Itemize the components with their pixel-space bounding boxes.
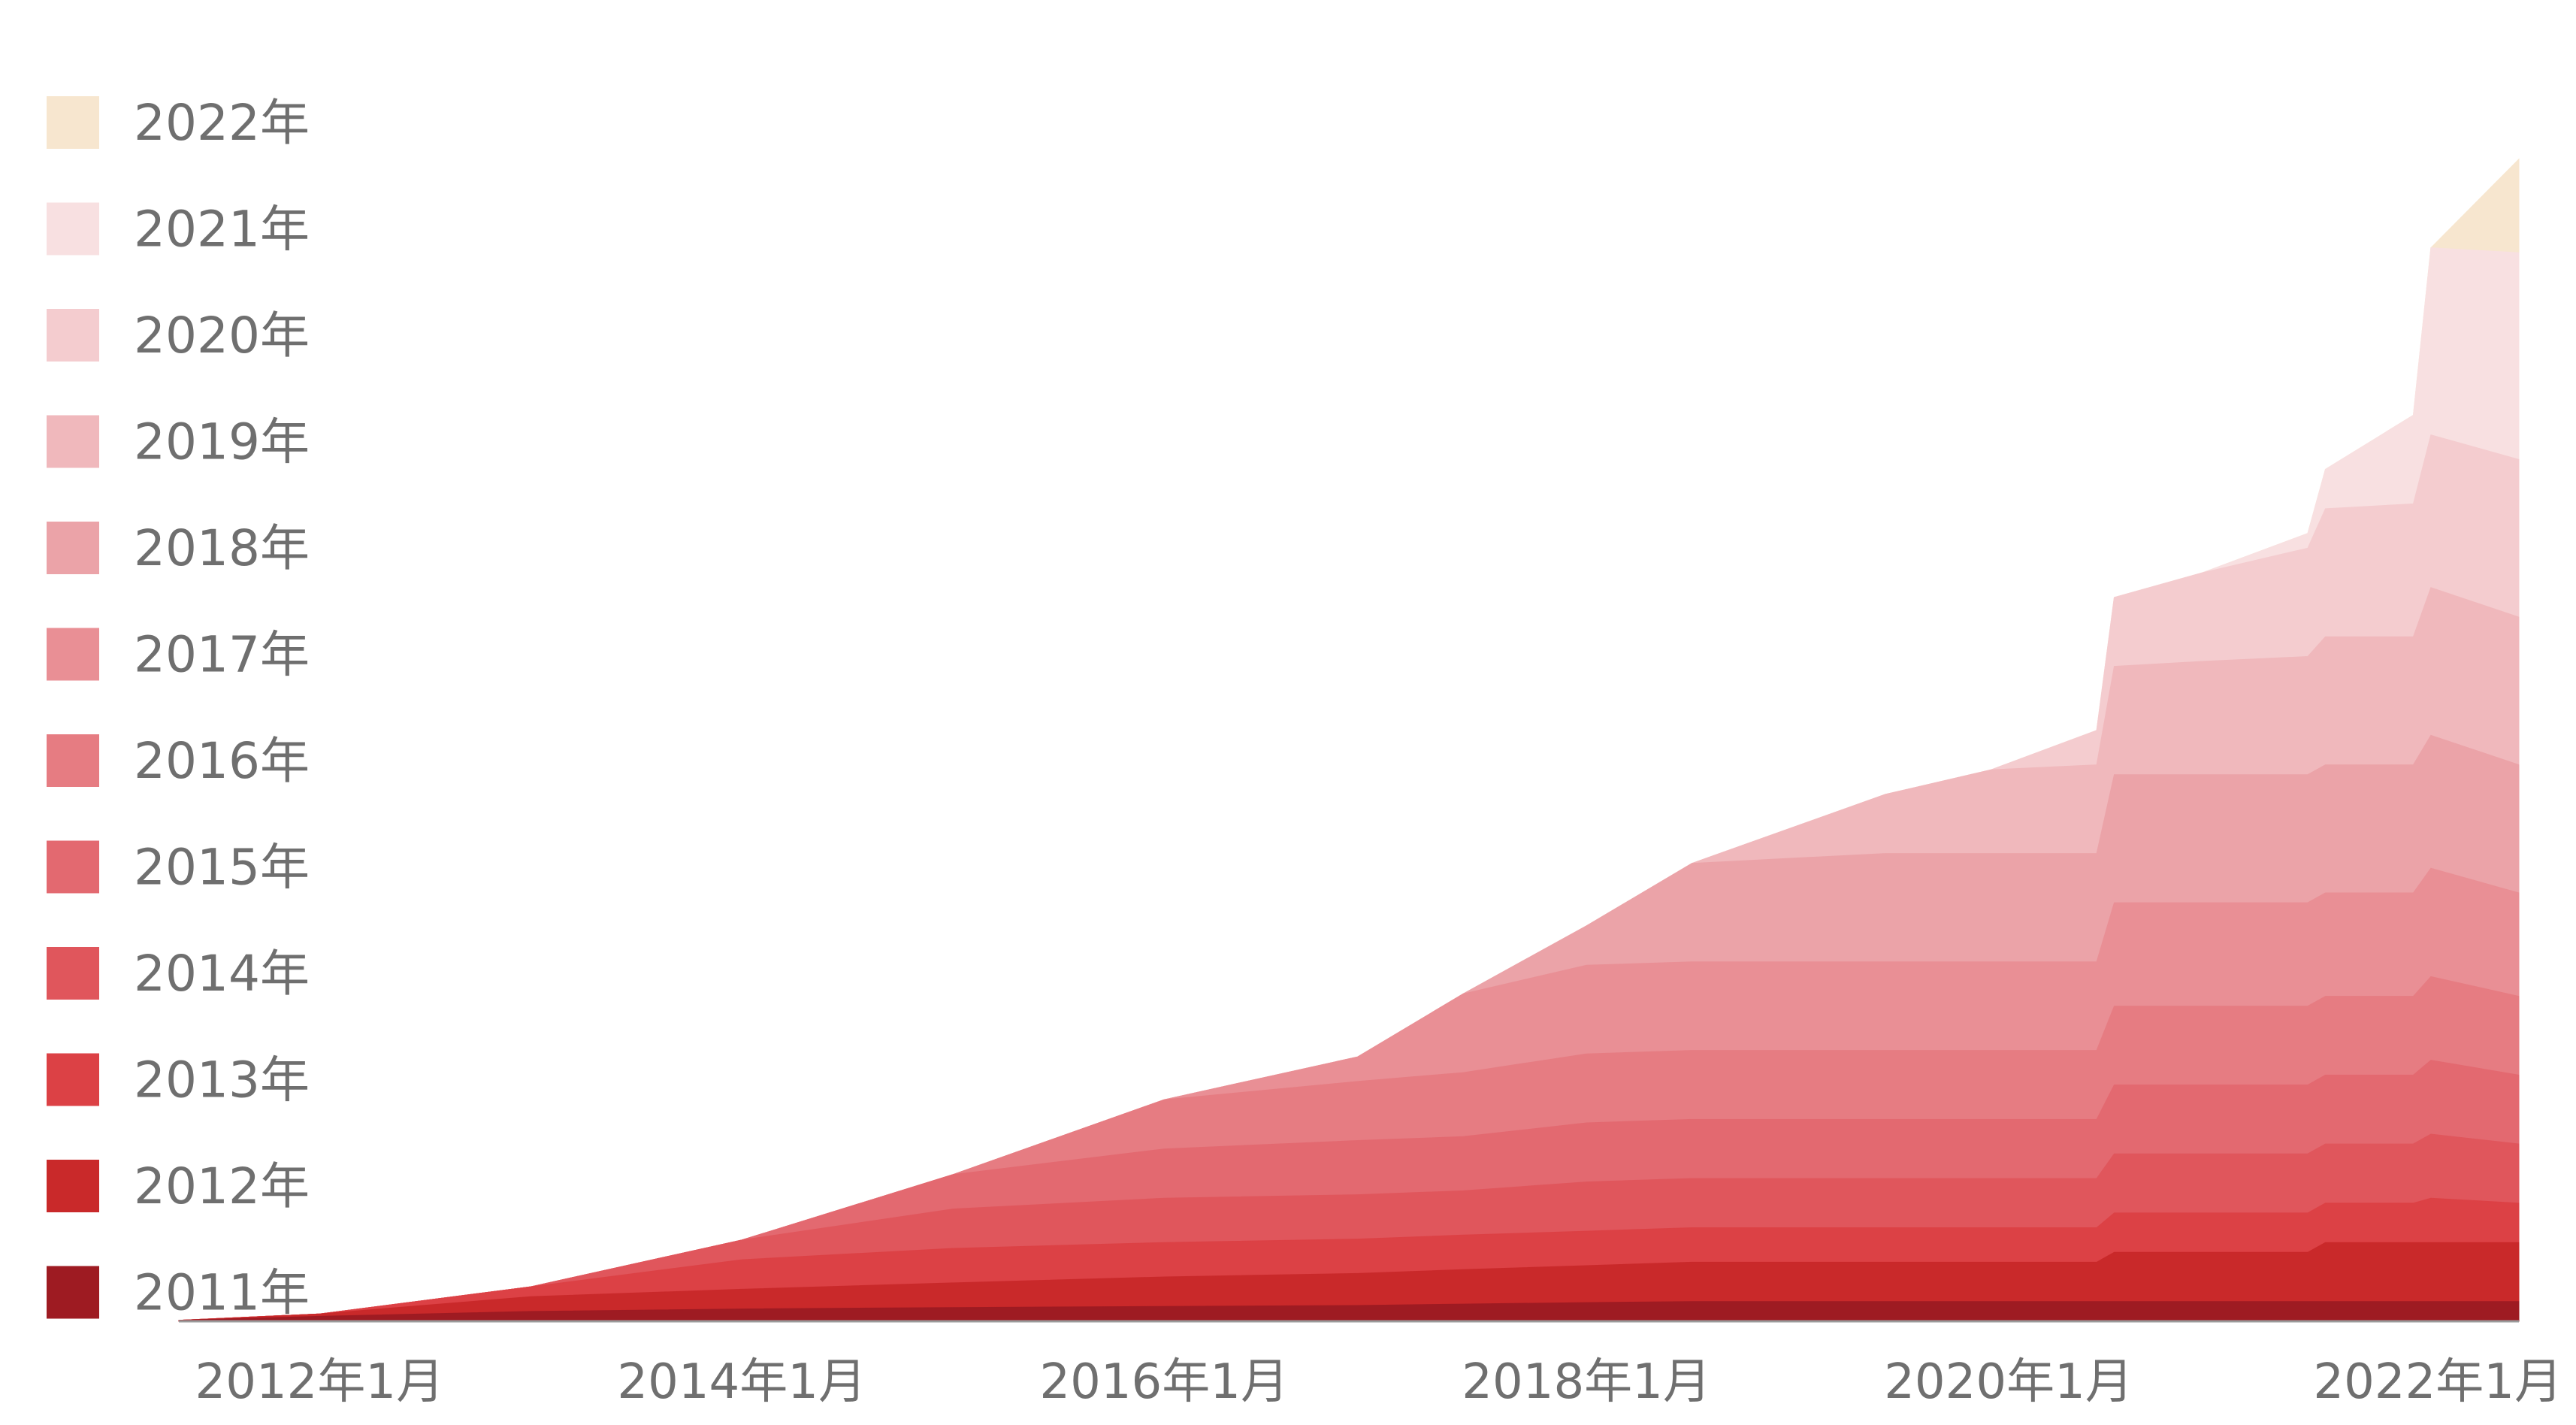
legend-item: 2018年	[47, 519, 310, 577]
x-tick-label: 2014年1月	[617, 1354, 866, 1410]
legend-item: 2020年	[47, 307, 310, 365]
legend-swatch	[47, 734, 99, 787]
legend-item: 2014年	[47, 945, 310, 1003]
legend-item: 2017年	[47, 626, 310, 684]
x-tick-label: 2012年1月	[195, 1354, 445, 1410]
legend-item: 2011年	[47, 1264, 310, 1322]
legend-label: 2013年	[134, 1051, 310, 1109]
legend-swatch	[47, 840, 99, 894]
legend-label: 2020年	[134, 307, 310, 365]
legend-item: 2015年	[47, 839, 310, 897]
legend-swatch	[47, 202, 99, 256]
legend-label: 2014年	[134, 945, 310, 1003]
legend-item: 2012年	[47, 1157, 310, 1215]
legend-label: 2021年	[134, 201, 310, 259]
legend: 2022年 2021年 2020年 2019年 2018年 2017年 2016年 2015年…	[47, 94, 310, 1322]
legend-swatch	[47, 1053, 99, 1106]
x-tick-label: 2020年1月	[1884, 1354, 2133, 1410]
legend-swatch	[47, 1160, 99, 1212]
x-axis-tick-labels: 2012年1月 2014年1月 2016年1月 2018年1月 2020年1月 2022年…	[195, 1354, 2562, 1410]
legend-swatch	[47, 309, 99, 362]
legend-label: 2016年	[134, 732, 310, 790]
legend-swatch	[47, 1266, 99, 1319]
legend-swatch	[47, 947, 99, 1000]
x-tick-label: 2018年1月	[1462, 1354, 1711, 1410]
x-tick-label: 2016年1月	[1039, 1354, 1289, 1410]
legend-label: 2018年	[134, 519, 310, 577]
legend-item: 2019年	[47, 413, 310, 471]
legend-swatch	[47, 628, 99, 681]
area-layers	[178, 158, 2520, 1322]
legend-label: 2012年	[134, 1157, 310, 1215]
legend-item: 2022年	[47, 94, 310, 152]
legend-label: 2015年	[134, 839, 310, 897]
legend-item: 2013年	[47, 1051, 310, 1109]
legend-swatch	[47, 96, 99, 149]
legend-swatch	[47, 415, 99, 468]
legend-item: 2016年	[47, 732, 310, 790]
legend-item: 2021年	[47, 201, 310, 259]
legend-swatch	[47, 522, 99, 574]
x-tick-label: 2022年1月	[2313, 1354, 2562, 1410]
legend-label: 2011年	[134, 1264, 310, 1322]
legend-label: 2019年	[134, 413, 310, 471]
legend-label: 2022年	[134, 94, 310, 152]
legend-label: 2017年	[134, 626, 310, 684]
